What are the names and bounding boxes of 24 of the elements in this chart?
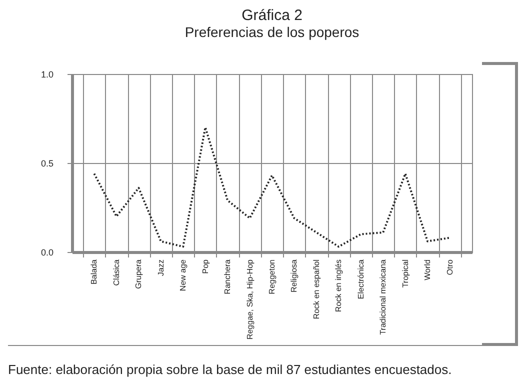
x-tick-label: Reggeton [268, 260, 276, 294]
x-tick-label: Ranchera [223, 258, 232, 294]
x-tick-label: Religiosa [290, 258, 299, 292]
y-tick-label: 0.0 [40, 248, 54, 258]
x-tick-label: Clásica [112, 258, 121, 286]
x-tick-label: Tradicional mexicana [378, 258, 388, 335]
x-tick-label: World [423, 260, 432, 280]
x-tick-label: Pop [200, 258, 210, 274]
x-tick-label: Balada [90, 258, 99, 284]
y-tick-label: 0.5 [40, 158, 54, 168]
source-note: Fuente: elaboración propia sobre la base de mil 87 estudiantes encuestados. [8, 362, 452, 377]
x-tick-label: Tropical [400, 259, 410, 288]
x-tick-label: Electrónica [356, 258, 366, 300]
x-tick-label: Grupera [134, 258, 144, 289]
chart-subtitle: Preferencias de los poperos [184, 24, 360, 40]
x-tick-label: Rock en español [312, 259, 321, 320]
x-tick-label: Jazz [156, 260, 166, 276]
y-tick-label: 1.0 [40, 70, 54, 80]
x-tick-label: Otro [445, 258, 454, 276]
x-tick-label: Reggae, Ska, Hip-Hop [245, 258, 254, 340]
x-tick-label: New age [178, 258, 188, 292]
chart-title: Gráfica 2 [242, 7, 302, 24]
x-tick-label: Rock en inglés [334, 260, 344, 312]
line-series [93, 126, 451, 248]
